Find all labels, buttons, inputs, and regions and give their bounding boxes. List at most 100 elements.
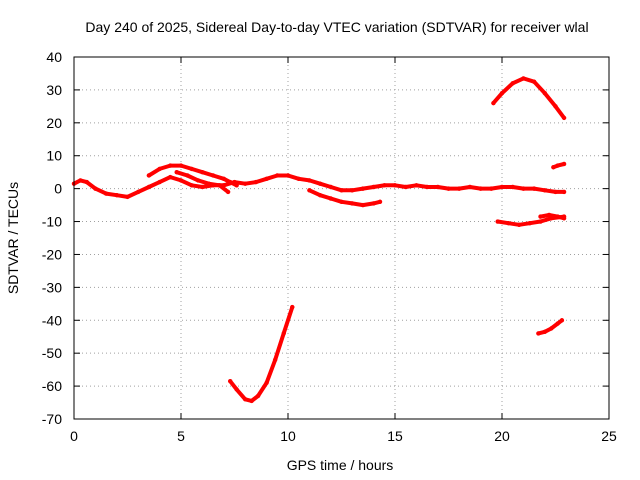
data-point [307, 178, 312, 183]
data-point [377, 199, 383, 204]
data-point [84, 179, 90, 185]
data-point [307, 188, 312, 193]
x-tick-label: 15 [387, 428, 403, 444]
data-point [542, 91, 547, 96]
data-point [510, 81, 515, 86]
data-point [146, 184, 152, 190]
y-tick-label: -60 [42, 378, 62, 394]
data-point [234, 183, 239, 188]
data-point [168, 163, 173, 168]
data-point [264, 176, 269, 181]
data-point [350, 201, 355, 206]
data-point [561, 189, 567, 195]
data-point [125, 194, 130, 200]
data-point [157, 179, 162, 185]
data-point [555, 214, 560, 219]
data-point [253, 179, 259, 185]
x-tick-label: 20 [494, 428, 510, 444]
data-point [217, 183, 222, 188]
series-track-i [536, 318, 565, 336]
data-point [168, 174, 173, 180]
data-point [531, 186, 537, 191]
data-point [275, 173, 280, 178]
data-point [489, 186, 494, 191]
series-line [491, 76, 567, 120]
series-layer [71, 76, 567, 404]
data-point [317, 193, 323, 198]
data-point [446, 186, 451, 191]
data-point [103, 191, 109, 196]
series-track-j [551, 161, 567, 170]
data-point [559, 318, 565, 323]
data-point [328, 196, 333, 201]
axis-ticks: 0 5 10 15 20 25 -70 -60 -50 -40 -30 -20 -10 0 10 20 30 40 [42, 49, 617, 444]
grid [74, 57, 609, 419]
data-point [178, 178, 184, 183]
data-point [189, 183, 194, 188]
data-point [542, 188, 547, 193]
data-point [551, 165, 556, 170]
data-point [195, 178, 201, 183]
y-tick-label: -70 [42, 411, 62, 427]
chart-title: Day 240 of 2025, Sidereal Day-to-day VTE… [85, 19, 588, 35]
y-tick-label: -50 [42, 345, 62, 361]
data-point [136, 189, 141, 195]
data-point [228, 378, 233, 384]
data-point [495, 219, 500, 224]
data-point [553, 189, 558, 195]
series-line [228, 305, 295, 403]
series-track-c [174, 169, 231, 195]
data-point [457, 186, 462, 191]
data-point [549, 326, 554, 331]
data-point [414, 183, 419, 188]
data-point [328, 184, 333, 190]
data-point [185, 173, 190, 178]
y-tick-label: -20 [42, 246, 62, 262]
data-point [285, 173, 291, 178]
data-point [499, 184, 505, 190]
data-point [243, 181, 248, 186]
data-point [536, 331, 541, 336]
data-point [542, 329, 547, 334]
data-point [200, 169, 205, 175]
data-point [531, 79, 537, 84]
data-point [339, 199, 344, 204]
data-point [255, 393, 261, 399]
data-point [157, 166, 162, 172]
data-point [521, 186, 526, 191]
series-line [307, 188, 382, 208]
x-axis-label: GPS time / hours [287, 457, 394, 473]
data-point [281, 331, 286, 336]
data-point [382, 183, 387, 188]
data-point [478, 186, 483, 191]
x-tick-label: 0 [70, 428, 78, 444]
y-tick-label: -10 [42, 214, 62, 230]
data-point [392, 183, 398, 188]
series-track-g [495, 214, 567, 228]
data-point [339, 188, 344, 193]
data-point [225, 189, 231, 195]
y-tick-label: 20 [46, 115, 62, 131]
series-track-h [538, 212, 567, 221]
data-point [206, 181, 212, 186]
x-tick-label: 25 [601, 428, 617, 444]
series-track-e [228, 304, 295, 404]
series-track-b [146, 163, 239, 188]
series-track-f [491, 76, 567, 121]
data-point [561, 115, 567, 121]
x-tick-label: 10 [280, 428, 296, 444]
data-point [146, 173, 152, 178]
y-tick-label: 10 [46, 148, 62, 164]
y-tick-label: -30 [42, 279, 62, 295]
data-point [296, 176, 301, 181]
data-point [521, 76, 526, 81]
data-point [228, 179, 233, 185]
data-point [491, 100, 496, 106]
data-point [174, 169, 179, 175]
data-point [561, 161, 567, 167]
data-point [555, 163, 560, 168]
data-point [527, 220, 533, 226]
data-point [272, 357, 278, 362]
data-point [243, 397, 248, 402]
data-point [78, 178, 83, 183]
